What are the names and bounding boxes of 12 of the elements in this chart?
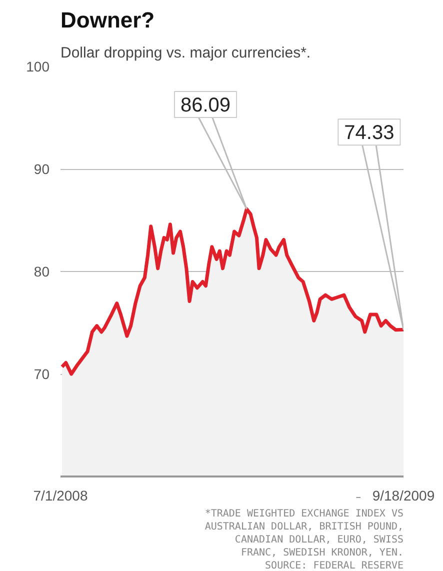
y-tick-label: 70 (34, 366, 50, 382)
source-note: SOURCE: FEDERAL RESERVE (265, 560, 404, 571)
text: *TRADE WEIGHTED EXCHANGE INDEX VS AUSTRALIAN DOLLAR, BRITISH POUND, CANADIAN DOLLAR, EURO, SWISS FRANC, SWEDISH KRONOR, YEN. (204, 508, 404, 558)
chart-title: Downer? (60, 8, 155, 32)
annotation: 74.33 (344, 122, 394, 144)
x-tick-label: 9/18/2009 (372, 488, 435, 504)
x-tick-label: 7/1/2008 (33, 488, 88, 504)
y-tick-label: 90 (34, 161, 50, 177)
y-tick-label: 80 (34, 264, 50, 280)
annotation: 86.09 (180, 94, 231, 117)
y-tick-label: 100 (26, 58, 50, 74)
chart-subtitle: Dollar dropping vs. major currencies*. (60, 44, 311, 62)
